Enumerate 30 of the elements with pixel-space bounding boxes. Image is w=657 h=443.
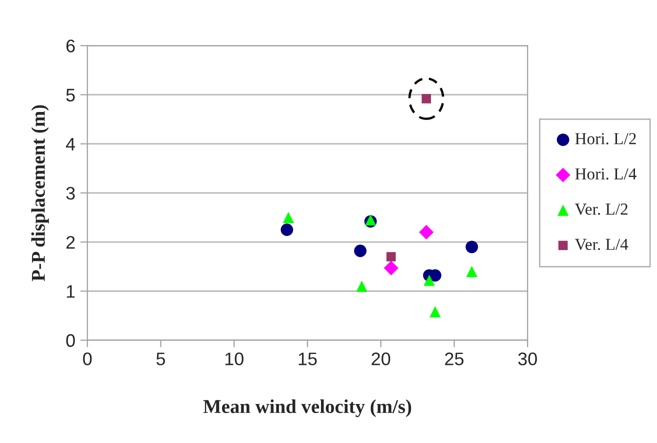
- legend-label: Hori. L/4: [575, 168, 636, 180]
- point: [430, 306, 441, 318]
- point: [354, 244, 367, 258]
- x-tick-label: 25: [445, 352, 464, 366]
- point: [419, 224, 434, 240]
- x-tick-label: 0: [83, 352, 92, 366]
- x-tick-label: 5: [156, 352, 166, 366]
- y-tick-label: 2: [66, 236, 75, 249]
- x-tick-label: 30: [518, 352, 537, 366]
- x-tick-label: 15: [298, 352, 317, 366]
- point: [466, 240, 478, 254]
- y-tick-label: 3: [66, 186, 75, 200]
- y-tick-label: 0: [66, 334, 75, 347]
- y-tick-label: 1: [66, 285, 75, 298]
- legend-label: Ver. L/4: [574, 238, 628, 250]
- y-tick-label: 4: [66, 138, 76, 150]
- point: [280, 224, 294, 236]
- legend-label: Ver. L/2: [574, 204, 628, 215]
- y-tick-label: 6: [66, 40, 75, 52]
- y-tick-label: 5: [66, 88, 75, 102]
- x-axis-title: Mean wind velocity (m/s): [203, 399, 412, 418]
- point: [466, 266, 478, 278]
- point: [424, 274, 435, 286]
- point: [282, 212, 294, 224]
- x-tick-label: 10: [225, 352, 244, 366]
- x-tick-label: 20: [372, 352, 390, 366]
- point: [384, 260, 398, 276]
- y-axis-title: P-P displacement (m): [31, 105, 49, 282]
- legend-label: Hori. L/2: [575, 133, 636, 144]
- point: [356, 280, 368, 292]
